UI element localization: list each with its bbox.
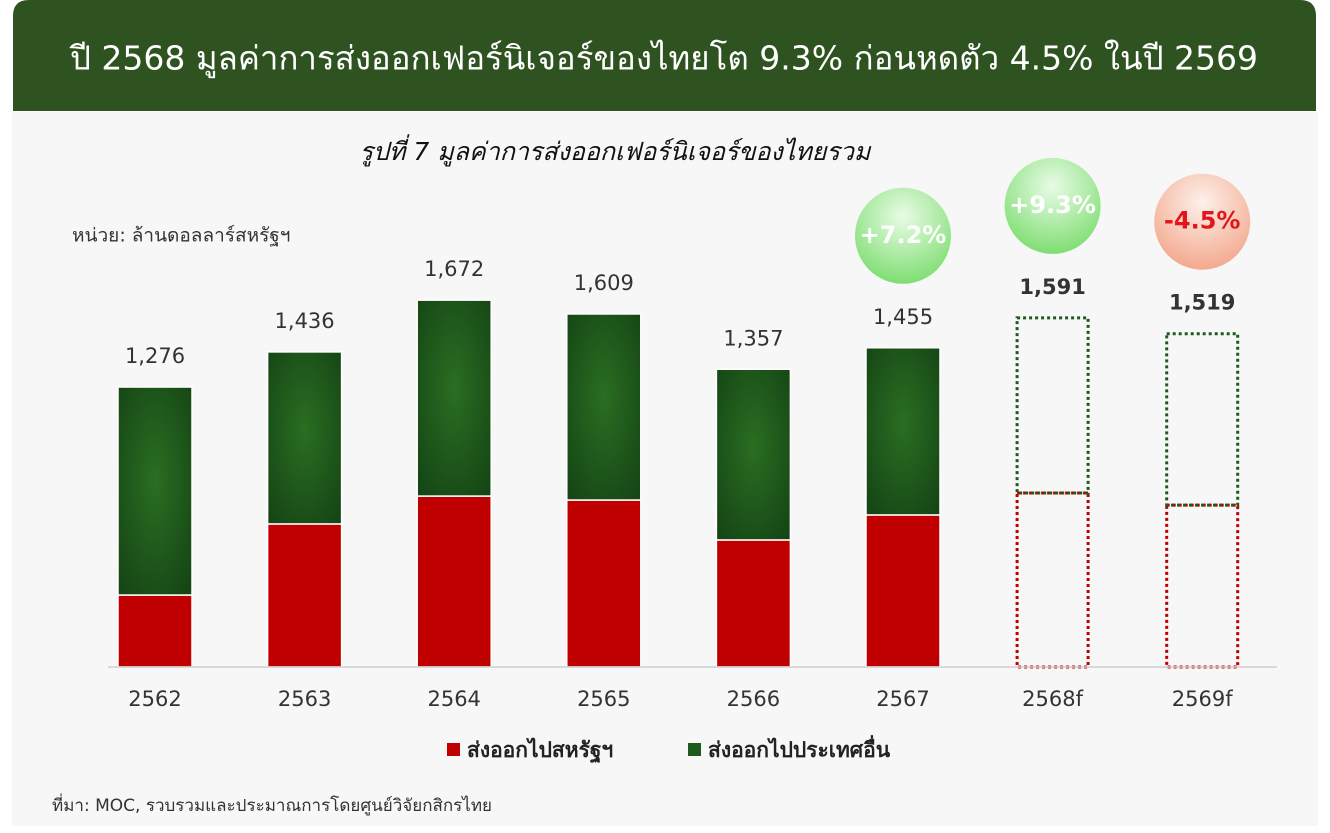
- bar: [416, 495, 492, 668]
- total-label: 1,357: [723, 326, 783, 350]
- total-label: 1,672: [424, 257, 484, 281]
- legend-swatch: [688, 743, 701, 756]
- growth-label: -4.5%: [1164, 207, 1241, 235]
- chart-subtitle: รูปที่ 7 มูลค่าการส่งออกเฟอร์นิเจอร์ของไ…: [360, 134, 872, 167]
- source: ที่มา: MOC, รวบรวมและประมาณการโดยศูนย์วิ…: [52, 793, 492, 816]
- x-tick-label: 2563: [278, 687, 331, 711]
- bar: [266, 523, 343, 668]
- total-label: 1,519: [1169, 291, 1235, 315]
- x-tick-label: 2568f: [1022, 687, 1083, 711]
- plot: 1,276 2562 1,436 2563 1,672 2564 1,609 2565 1,35…: [108, 157, 1277, 764]
- total-label: 1,455: [873, 305, 933, 329]
- x-tick-label: 2566: [727, 687, 780, 711]
- growth-bubble: [1004, 157, 1101, 254]
- x-tick-label: 2562: [128, 687, 181, 711]
- panel: [12, 112, 1318, 826]
- chart-title: ปี 2568 มูลค่าการส่งออกเฟอร์นิเจอร์ของไท…: [69, 39, 1258, 79]
- bar: [117, 594, 193, 668]
- legend-label: ส่งออกไปสหรัฐฯ: [467, 737, 613, 764]
- bar: [865, 347, 941, 516]
- total-label: 1,436: [275, 309, 335, 333]
- forecast-bar: [1015, 491, 1090, 669]
- total-label: 1,609: [574, 271, 634, 295]
- x-tick-label: 2565: [577, 687, 630, 711]
- bar: [566, 499, 642, 668]
- x-tick-label: 2567: [876, 687, 929, 711]
- total-label: 1,276: [125, 344, 185, 368]
- growth-label: +7.2%: [860, 221, 947, 249]
- header-bar: [13, 0, 1316, 111]
- legend-swatch: [447, 743, 460, 756]
- bar: [566, 313, 642, 501]
- unit-label: หน่วย: ล้านดอลลาร์สหรัฐฯ: [72, 225, 290, 247]
- bar: [117, 386, 193, 596]
- forecast-bar: [1015, 316, 1090, 495]
- growth-bubble: [855, 187, 951, 284]
- forecast-bar: [1165, 332, 1240, 507]
- x-tick-label: 2564: [427, 687, 480, 711]
- legend-label: ส่งออกไปประเทศอื่น: [708, 734, 891, 762]
- growth-bubble: [1154, 173, 1251, 270]
- bar: [416, 299, 492, 497]
- growth-label: +9.3%: [1009, 191, 1096, 219]
- bar: [715, 539, 792, 668]
- bar: [266, 351, 343, 525]
- bar: [865, 514, 941, 668]
- total-label: 1,591: [1019, 275, 1085, 299]
- x-tick-label: 2569f: [1172, 687, 1233, 711]
- bar: [715, 368, 792, 541]
- forecast-bar: [1165, 503, 1240, 669]
